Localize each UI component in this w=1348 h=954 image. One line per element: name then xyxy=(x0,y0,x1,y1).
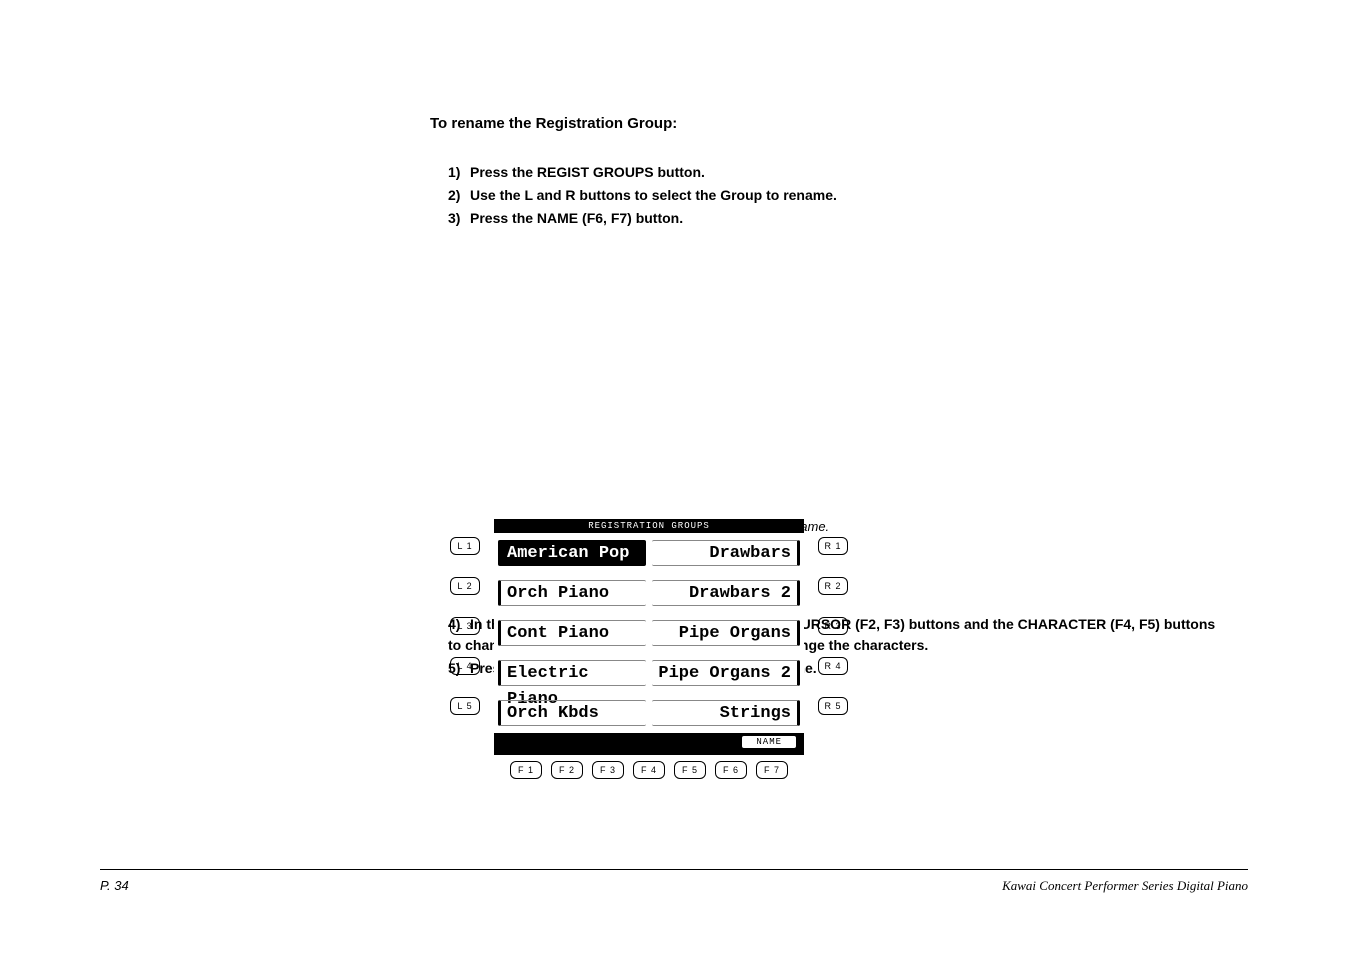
group-left: Electric Piano xyxy=(498,660,646,686)
f1-button[interactable]: F 1 xyxy=(510,761,542,779)
step-text: Press the REGIST GROUPS button. xyxy=(470,164,705,180)
l5-button[interactable]: L 5 xyxy=(450,697,480,715)
lcd-row: American Pop Drawbars xyxy=(494,533,804,573)
group-left: Orch Piano xyxy=(498,580,646,606)
r3-button[interactable]: R 3 xyxy=(818,617,848,635)
group-right: Strings xyxy=(652,700,800,726)
f5-button[interactable]: F 5 xyxy=(674,761,706,779)
lcd-title: REGISTRATION GROUPS xyxy=(494,519,804,533)
l2-button[interactable]: L 2 xyxy=(450,577,480,595)
group-right: Pipe Organs 2 xyxy=(652,660,800,686)
lcd-screen: REGISTRATION GROUPS American Pop Drawbar… xyxy=(494,519,804,755)
step-text: Press the NAME (F6, F7) button. xyxy=(470,210,683,226)
name-label: NAME xyxy=(742,736,796,748)
step-item: 2)Use the L and R buttons to select the … xyxy=(448,185,1230,206)
f7-button[interactable]: F 7 xyxy=(756,761,788,779)
r1-button[interactable]: R 1 xyxy=(818,537,848,555)
group-left: Orch Kbds xyxy=(498,700,646,726)
r5-button[interactable]: R 5 xyxy=(818,697,848,715)
lcd-row: Orch Piano Drawbars 2 xyxy=(494,573,804,613)
l3-button[interactable]: L 3 xyxy=(450,617,480,635)
steps-list-1: 1)Press the REGIST GROUPS button. 2)Use … xyxy=(430,162,1230,229)
l1-button[interactable]: L 1 xyxy=(450,537,480,555)
f6-button[interactable]: F 6 xyxy=(715,761,747,779)
step-text: Use the L and R buttons to select the Gr… xyxy=(470,187,837,203)
footer-title: Kawai Concert Performer Series Digital P… xyxy=(1002,878,1248,894)
section-title: To rename the Registration Group: xyxy=(430,115,1230,132)
group-right: Pipe Organs xyxy=(652,620,800,646)
f3-button[interactable]: F 3 xyxy=(592,761,624,779)
lcd-footer: NAME xyxy=(494,733,804,755)
r2-button[interactable]: R 2 xyxy=(818,577,848,595)
page-footer: P. 34 Kawai Concert Performer Series Dig… xyxy=(100,869,1248,894)
group-left: American Pop xyxy=(498,540,646,566)
lcd-row: Electric Piano Pipe Organs 2 xyxy=(494,653,804,693)
step-num: 2) xyxy=(448,185,470,206)
step-item: 3)Press the NAME (F6, F7) button. xyxy=(448,208,1230,229)
step-item: 1)Press the REGIST GROUPS button. xyxy=(448,162,1230,183)
f2-button[interactable]: F 2 xyxy=(551,761,583,779)
f4-button[interactable]: F 4 xyxy=(633,761,665,779)
l4-button[interactable]: L 4 xyxy=(450,657,480,675)
r4-button[interactable]: R 4 xyxy=(818,657,848,675)
step-num: 1) xyxy=(448,162,470,183)
step-num: 3) xyxy=(448,208,470,229)
lcd-row: Cont Piano Pipe Organs xyxy=(494,613,804,653)
group-right: Drawbars 2 xyxy=(652,580,800,606)
group-left: Cont Piano xyxy=(498,620,646,646)
f-button-row: F 1 F 2 F 3 F 4 F 5 F 6 F 7 xyxy=(510,761,788,779)
page-number: P. 34 xyxy=(100,878,129,894)
group-right: Drawbars xyxy=(652,540,800,566)
